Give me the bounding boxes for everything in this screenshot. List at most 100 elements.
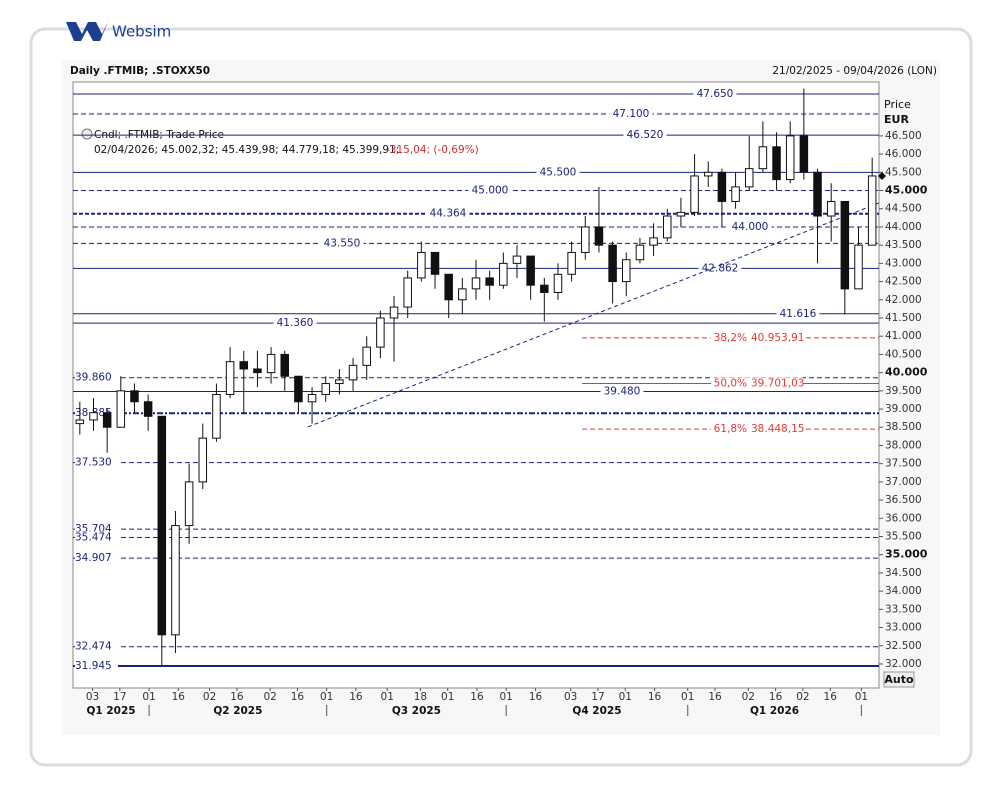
candle-body — [376, 317, 385, 348]
candle — [184, 463, 194, 544]
candle-body — [184, 481, 194, 527]
x-tick-label: 16 — [708, 691, 722, 703]
fib-value: 38.448,15 — [751, 423, 804, 435]
candle — [430, 251, 440, 289]
y-tick-label: 36.000 — [885, 512, 922, 524]
y-tick-label: 40.000 — [885, 366, 928, 379]
y-tick-label: 36.500 — [885, 494, 922, 506]
date-range: 21/02/2025 - 09/04/2026 (LON) — [772, 65, 937, 77]
candle-body — [266, 353, 276, 374]
level-label: 46.520 — [627, 129, 664, 141]
candle-body — [307, 393, 317, 403]
candle — [444, 273, 453, 318]
level-label: 31.945 — [75, 660, 112, 672]
candle — [840, 200, 850, 315]
logo: Websim — [66, 22, 171, 41]
candle-body — [130, 390, 139, 403]
level-label-bg — [75, 640, 118, 653]
level-label: 39.480 — [604, 386, 641, 398]
candle — [799, 88, 809, 180]
candle-body — [512, 255, 522, 264]
level-label: 42.862 — [702, 262, 739, 274]
candle — [553, 263, 563, 300]
x-tick-label: 01 — [681, 691, 694, 703]
y-tick-label: 40.500 — [885, 348, 922, 360]
fib-label-bg — [711, 377, 803, 390]
level-label-bg — [75, 531, 118, 544]
level-label: 44.000 — [732, 221, 769, 233]
candle — [499, 252, 508, 289]
candle — [307, 387, 317, 424]
candle-body — [471, 277, 481, 290]
candle-body — [826, 200, 836, 217]
candle-body — [772, 146, 781, 181]
candle-body — [867, 175, 877, 246]
level-label-bg — [468, 184, 512, 197]
x-tick-label: 16 — [824, 691, 838, 703]
y-unit: EUR — [884, 113, 909, 126]
candle — [594, 186, 604, 253]
candle-body — [75, 419, 85, 425]
candle — [717, 168, 727, 227]
candle — [854, 226, 863, 290]
candle — [321, 376, 330, 402]
candle — [690, 154, 699, 217]
candle-body — [540, 284, 549, 293]
candle — [294, 375, 303, 413]
candle-body — [403, 277, 412, 308]
candle-body — [348, 364, 358, 381]
candle-body — [143, 401, 153, 417]
candle-body — [717, 171, 727, 202]
candle — [376, 310, 385, 359]
candle-body — [499, 262, 508, 286]
candle — [75, 401, 85, 435]
trendline — [307, 202, 880, 428]
candle — [253, 350, 262, 388]
candle — [458, 277, 467, 315]
candle-body — [444, 273, 453, 301]
candle — [280, 350, 290, 391]
candle-body — [116, 390, 126, 428]
level-label-bg — [75, 552, 118, 565]
candle — [116, 376, 126, 428]
level-label-bg — [75, 659, 118, 672]
x-tick-label: 16 — [529, 691, 543, 703]
y-tick-label: 38.500 — [885, 421, 922, 433]
x-tick-label: 01 — [441, 691, 454, 703]
candle-body — [458, 288, 467, 301]
level-label-bg — [536, 166, 580, 179]
y-tick-label: 42.500 — [885, 276, 922, 288]
candle — [389, 296, 399, 362]
fib-value: 39.701,03 — [751, 378, 804, 390]
candle-body — [225, 361, 235, 395]
candle-body — [608, 244, 617, 283]
x-tick-label: 01 — [500, 691, 513, 703]
y-tick-label: 35.500 — [885, 531, 922, 543]
level-label: 41.616 — [780, 308, 817, 320]
logo-icon — [66, 22, 108, 41]
candle — [608, 241, 617, 304]
y-tick-label: 34.000 — [885, 585, 922, 597]
level-label: 43.550 — [324, 237, 361, 249]
y-tick-label: 46.500 — [885, 130, 922, 142]
y-tick-label: 39.500 — [885, 385, 922, 397]
y-tick-label: 43.500 — [885, 239, 922, 251]
y-tick-label: 37.500 — [885, 458, 922, 470]
candle — [622, 252, 631, 297]
quarter-label: Q4 2025 — [572, 705, 621, 717]
fib-pct: 61,8% — [714, 423, 747, 435]
candle — [581, 216, 590, 260]
candle-body — [321, 383, 330, 395]
candle-body — [581, 226, 590, 253]
level-label: 47.100 — [613, 108, 650, 120]
auto-button[interactable] — [883, 671, 915, 688]
fib-label-bg — [711, 423, 803, 436]
x-tick-label: 17 — [591, 691, 604, 703]
level-label-bg — [623, 129, 667, 142]
auto-button-label[interactable]: Auto — [884, 673, 914, 686]
x-tick-label: 02 — [263, 691, 276, 703]
y-tick-label: 41.500 — [885, 312, 922, 324]
candle-body — [430, 251, 440, 275]
level-label: 37.530 — [75, 457, 112, 469]
candle — [362, 336, 371, 380]
